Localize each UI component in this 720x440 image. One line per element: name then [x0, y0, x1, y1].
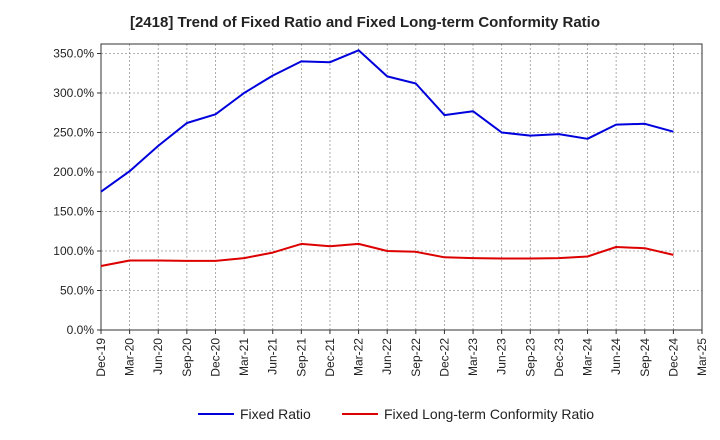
- y-tick-label: 0.0%: [67, 323, 95, 337]
- y-tick-label: 350.0%: [53, 46, 94, 60]
- x-tick-label: Mar-25: [695, 338, 709, 376]
- x-tick-label: Sep-21: [294, 338, 308, 377]
- chart-title: [2418] Trend of Fixed Ratio and Fixed Lo…: [129, 14, 601, 31]
- x-tick-label: Jun-21: [266, 338, 280, 375]
- x-tick-label: Dec-22: [437, 338, 451, 377]
- legend-label: Fixed Long-term Conformity Ratio: [384, 406, 594, 422]
- axes: 0.0% 50.0% 100.0% 150.0% 200.0% 250.0% 300.0% 3…: [53, 43, 709, 377]
- x-tick-label: Sep-23: [523, 338, 537, 377]
- x-tick-label: Dec-23: [552, 338, 566, 377]
- x-tick-label: Jun-23: [495, 338, 509, 375]
- series-lines: [100, 49, 674, 267]
- y-tick-label: 150.0%: [53, 204, 94, 218]
- x-tick-label: Dec-24: [666, 338, 680, 377]
- x-tick-label: Sep-20: [180, 338, 194, 377]
- series-line-fixed-long-term-conformity-ratio: [100, 242, 674, 267]
- y-tick-label: 250.0%: [53, 125, 94, 139]
- y-tick-label: 50.0%: [60, 283, 94, 297]
- legend-label: Fixed Ratio: [240, 406, 311, 422]
- x-tick-label: Mar-21: [237, 338, 251, 376]
- y-tick-label: 300.0%: [53, 86, 94, 100]
- x-tick-label: Mar-20: [123, 338, 137, 376]
- x-tick-label: Jun-24: [609, 338, 623, 375]
- y-tick-label: 100.0%: [53, 244, 94, 258]
- x-tick-label: Jun-22: [380, 338, 394, 375]
- x-tick-label: Dec-19: [94, 338, 108, 377]
- x-tick-label: Dec-20: [208, 338, 222, 377]
- plot-frame: [100, 43, 703, 331]
- y-tick-label: 200.0%: [53, 165, 94, 179]
- x-tick-label: Sep-22: [409, 338, 423, 377]
- series-line-fixed-ratio: [100, 49, 674, 193]
- x-tick-label: Mar-22: [352, 338, 366, 376]
- legend: Fixed Ratio Fixed Long-term Conformity Ra…: [198, 406, 594, 422]
- x-tick-label: Mar-23: [466, 338, 480, 376]
- x-tick-label: Dec-21: [323, 338, 337, 377]
- x-tick-label: Mar-24: [581, 338, 595, 376]
- x-tick-label: Jun-20: [151, 338, 165, 375]
- x-tick-label: Sep-24: [638, 338, 652, 377]
- grid-lines: [100, 44, 703, 331]
